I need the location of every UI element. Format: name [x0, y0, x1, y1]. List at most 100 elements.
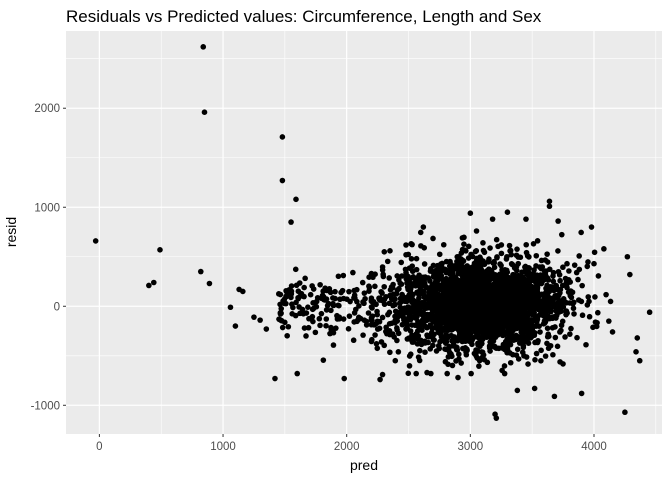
data-point [399, 321, 406, 328]
data-point [468, 370, 474, 377]
data-point [457, 262, 464, 268]
data-point [377, 295, 384, 302]
data-point [296, 280, 303, 286]
data-point [501, 363, 508, 369]
data-point [374, 345, 381, 352]
data-point [532, 290, 539, 296]
data-point [542, 353, 549, 359]
data-point [595, 273, 602, 279]
data-point [565, 289, 572, 295]
data-point [366, 288, 372, 294]
data-point [300, 311, 307, 317]
data-point [576, 253, 582, 259]
data-point [384, 258, 391, 265]
data-point [434, 274, 440, 280]
data-point [378, 288, 384, 295]
data-point [480, 301, 486, 308]
data-point [317, 322, 323, 329]
data-point [633, 349, 639, 355]
data-point [500, 296, 506, 303]
data-point [592, 319, 599, 325]
data-point [550, 269, 557, 276]
data-point [579, 312, 586, 319]
data-point [322, 285, 328, 291]
data-point [559, 282, 566, 289]
data-point [400, 315, 407, 321]
data-point [336, 316, 343, 322]
data-point [346, 288, 352, 295]
data-point [527, 332, 533, 338]
data-point [467, 319, 473, 326]
data-point [510, 337, 517, 343]
data-point [461, 247, 468, 253]
data-point [507, 341, 514, 348]
data-point [481, 290, 487, 297]
data-point [418, 310, 424, 317]
data-point [445, 301, 452, 307]
data-point [385, 311, 391, 318]
data-point [478, 272, 485, 279]
data-point [440, 335, 447, 341]
data-point [368, 304, 375, 310]
data-point [376, 325, 383, 332]
data-point [378, 339, 385, 345]
data-point [272, 375, 278, 382]
data-point [472, 328, 479, 335]
data-point [457, 308, 464, 314]
data-point [530, 241, 537, 247]
data-point [564, 260, 570, 267]
data-point [545, 285, 551, 292]
data-point [373, 341, 380, 347]
data-point [440, 276, 446, 283]
data-point [295, 295, 302, 302]
data-point [368, 270, 375, 277]
data-point [476, 363, 482, 369]
data-point [436, 251, 443, 258]
data-point [197, 268, 204, 275]
data-point [403, 251, 409, 258]
data-point [542, 291, 548, 297]
data-point [464, 346, 470, 352]
data-point [480, 240, 486, 246]
data-point [340, 316, 347, 322]
data-point [397, 280, 404, 287]
data-point [411, 298, 417, 304]
data-point [406, 279, 413, 285]
data-point [508, 251, 515, 258]
data-point [427, 315, 433, 322]
data-point [473, 228, 480, 234]
data-point [448, 351, 454, 357]
data-point [486, 345, 493, 351]
data-point [279, 177, 286, 184]
data-point [461, 328, 467, 334]
data-point [456, 351, 462, 358]
data-point [455, 374, 461, 381]
data-point [554, 343, 561, 350]
data-point [606, 318, 612, 324]
data-point [487, 339, 493, 345]
data-point [391, 334, 397, 340]
data-point [532, 314, 539, 321]
data-point [521, 300, 527, 306]
data-point [499, 345, 505, 351]
data-point [278, 305, 285, 312]
data-point [549, 284, 556, 290]
data-point [305, 304, 311, 310]
data-point [574, 334, 580, 341]
data-point [335, 302, 341, 309]
data-point [420, 288, 427, 295]
data-point [379, 267, 386, 273]
data-point [458, 360, 464, 366]
data-point [515, 301, 521, 307]
data-point [538, 357, 544, 364]
data-point [421, 280, 427, 287]
data-point [368, 321, 375, 328]
data-point [434, 262, 441, 269]
data-point [293, 196, 299, 203]
data-point [519, 349, 526, 356]
data-point [310, 305, 317, 312]
data-point [479, 317, 485, 324]
data-point [514, 292, 520, 298]
data-point [413, 331, 419, 338]
data-point [557, 277, 563, 284]
